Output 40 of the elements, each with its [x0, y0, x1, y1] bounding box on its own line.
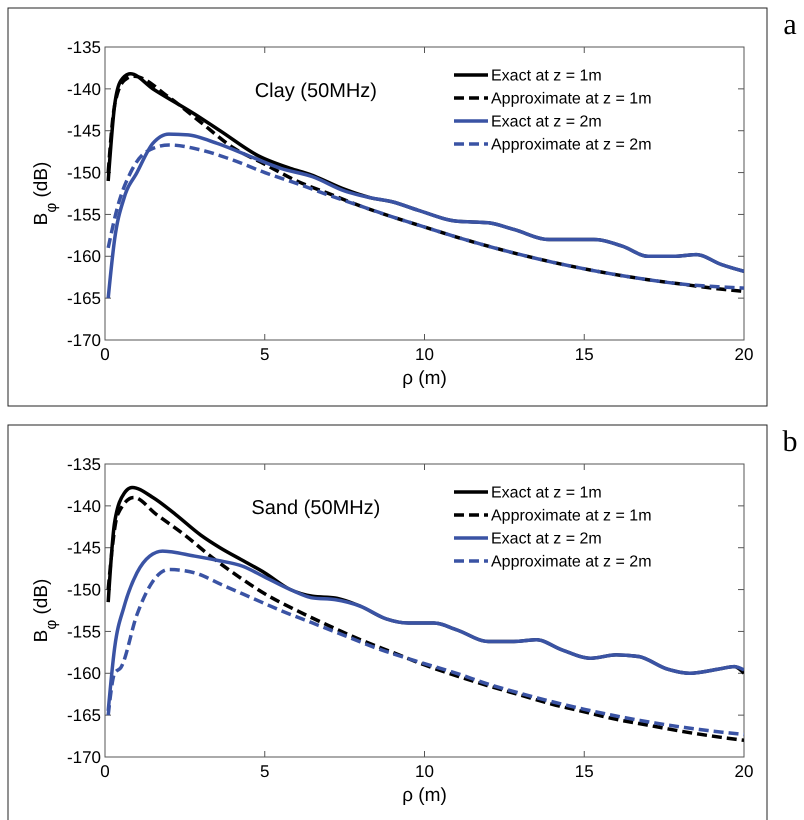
y-tick-label: -135	[66, 38, 101, 57]
x-tick-label: 0	[100, 345, 110, 364]
y-tick-label: -160	[66, 664, 101, 684]
legend-label: Exact at z = 2m	[491, 530, 602, 548]
annotation: Clay (50MHz)	[254, 80, 377, 102]
y-tick-label: -135	[66, 454, 101, 474]
legend-label: Exact at z = 1m	[491, 484, 602, 502]
x-axis-title: ρ (m)	[402, 368, 447, 389]
legend-label: Approximate at z = 1m	[491, 508, 652, 525]
annotation: Sand (50MHz)	[251, 497, 380, 519]
y-tick-label: -155	[66, 622, 101, 642]
y-tick-label: -160	[66, 247, 101, 266]
legend-label: Approximate at z = 2m	[491, 136, 652, 154]
y-tick-label: -140	[66, 80, 101, 99]
x-tick-label: 5	[260, 345, 270, 364]
y-tick-label: -150	[66, 164, 101, 183]
legend-label: Exact at z = 2m	[491, 114, 602, 131]
y-tick-label: -170	[66, 748, 101, 767]
legend-label: Approximate at z = 2m	[491, 554, 652, 571]
y-tick-label: -140	[66, 496, 101, 516]
x-tick-label: 15	[574, 762, 594, 781]
x-tick-label: 15	[574, 345, 594, 364]
y-tick-label: -145	[66, 122, 101, 141]
y-tick-label: -150	[66, 580, 101, 600]
x-tick-label: 10	[415, 762, 434, 781]
y-tick-label: -155	[66, 205, 101, 224]
y-tick-label: -165	[66, 706, 101, 726]
x-tick-label: 5	[260, 762, 270, 781]
text: b	[782, 425, 798, 458]
y-tick-label: -145	[66, 538, 101, 558]
y-tick-label: -170	[66, 330, 101, 350]
legend-label: Exact at z = 1m	[491, 68, 602, 85]
legend-label: Approximate at z = 1m	[491, 90, 652, 108]
x-tick-label: 20	[734, 345, 754, 364]
x-tick-label: 10	[415, 345, 434, 364]
x-axis-title: ρ (m)	[402, 785, 447, 806]
text: a	[783, 8, 797, 41]
x-tick-label: 20	[734, 762, 754, 781]
y-tick-label: -165	[66, 289, 101, 308]
x-tick-label: 0	[100, 762, 110, 781]
